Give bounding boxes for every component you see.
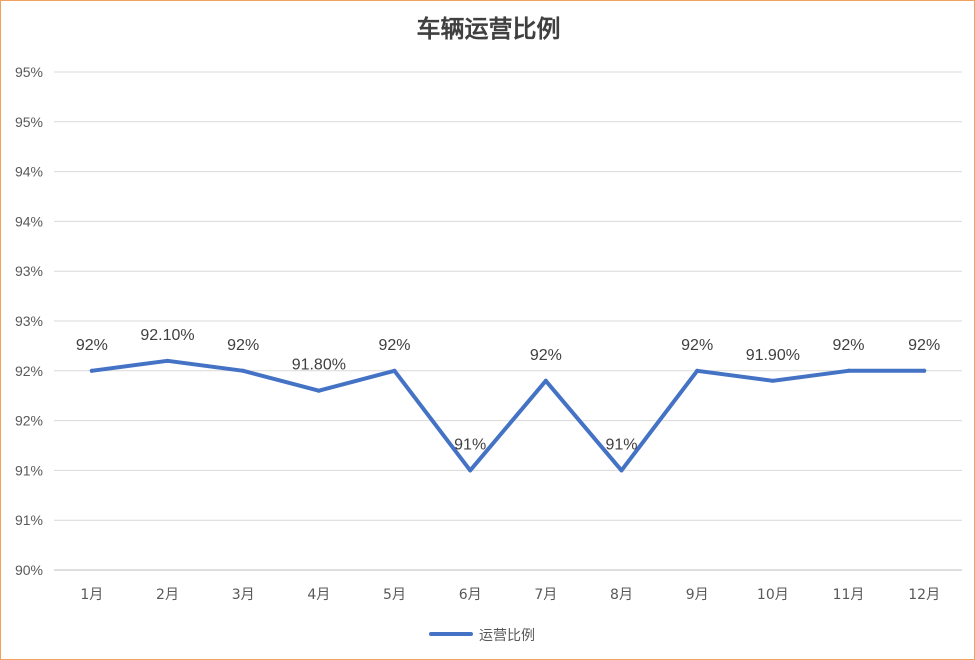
data-label: 92% [832,337,864,354]
y-axis-ticks: 90% 91% 91% 92% 92% 93% 93% 94% 94% 95% 95% [15,64,43,578]
data-point [165,358,170,363]
x-tick-label: 7月 [534,587,557,603]
x-tick-label: 6月 [459,587,482,603]
chart-title: 车辆运营比例 [416,15,561,43]
gridlines [54,71,962,571]
y-tick-label: 94% [15,164,43,180]
data-label: 91% [454,436,486,453]
data-point [316,388,321,393]
x-tick-label: 1月 [80,587,103,603]
data-point [543,378,548,383]
data-label: 92% [681,337,713,354]
x-tick-label: 3月 [232,587,255,603]
y-tick-label: 92% [15,363,43,379]
y-tick-label: 95% [15,64,43,80]
data-label: 91.90% [746,347,800,364]
y-tick-label: 92% [15,413,43,429]
data-label: 92% [76,337,108,354]
y-tick-label: 93% [15,263,43,279]
legend-label: 运营比例 [479,628,535,644]
x-tick-label: 5月 [383,587,406,603]
x-axis-ticks: 1月 2月 3月 4月 5月 6月 7月 8月 9月 10月 11月 12月 [80,587,940,603]
data-label: 92% [530,347,562,364]
data-point [392,368,397,373]
data-point [241,368,246,373]
data-point [922,368,927,373]
y-tick-label: 91% [15,512,43,528]
y-tick-label: 93% [15,313,43,329]
x-tick-label: 4月 [307,587,330,603]
series-layer [89,358,927,473]
y-tick-label: 91% [15,462,43,478]
x-tick-label: 8月 [610,587,633,603]
y-tick-label: 94% [15,213,43,229]
data-label: 91.80% [292,357,346,374]
x-tick-label: 11月 [833,587,865,603]
x-tick-label: 10月 [757,587,789,603]
y-tick-label: 90% [15,562,43,578]
y-tick-label: 95% [15,114,43,130]
data-label: 92.10% [140,327,194,344]
data-point [619,468,624,473]
x-tick-label: 12月 [908,587,940,603]
x-tick-label: 2月 [156,587,179,603]
data-point [770,378,775,383]
data-label: 92% [227,337,259,354]
data-label: 91% [605,436,637,453]
series-line [89,358,927,473]
data-labels: 92% 92.10% 92% 91.80% 92% 91% 92% 91% 92% 91.90% 9… [76,327,940,454]
data-point [846,368,851,373]
data-point [468,468,473,473]
data-label: 92% [908,337,940,354]
data-point [695,368,700,373]
data-label: 92% [378,337,410,354]
legend: 运营比例 [429,628,535,644]
data-point [89,368,94,373]
x-tick-label: 9月 [686,587,709,603]
